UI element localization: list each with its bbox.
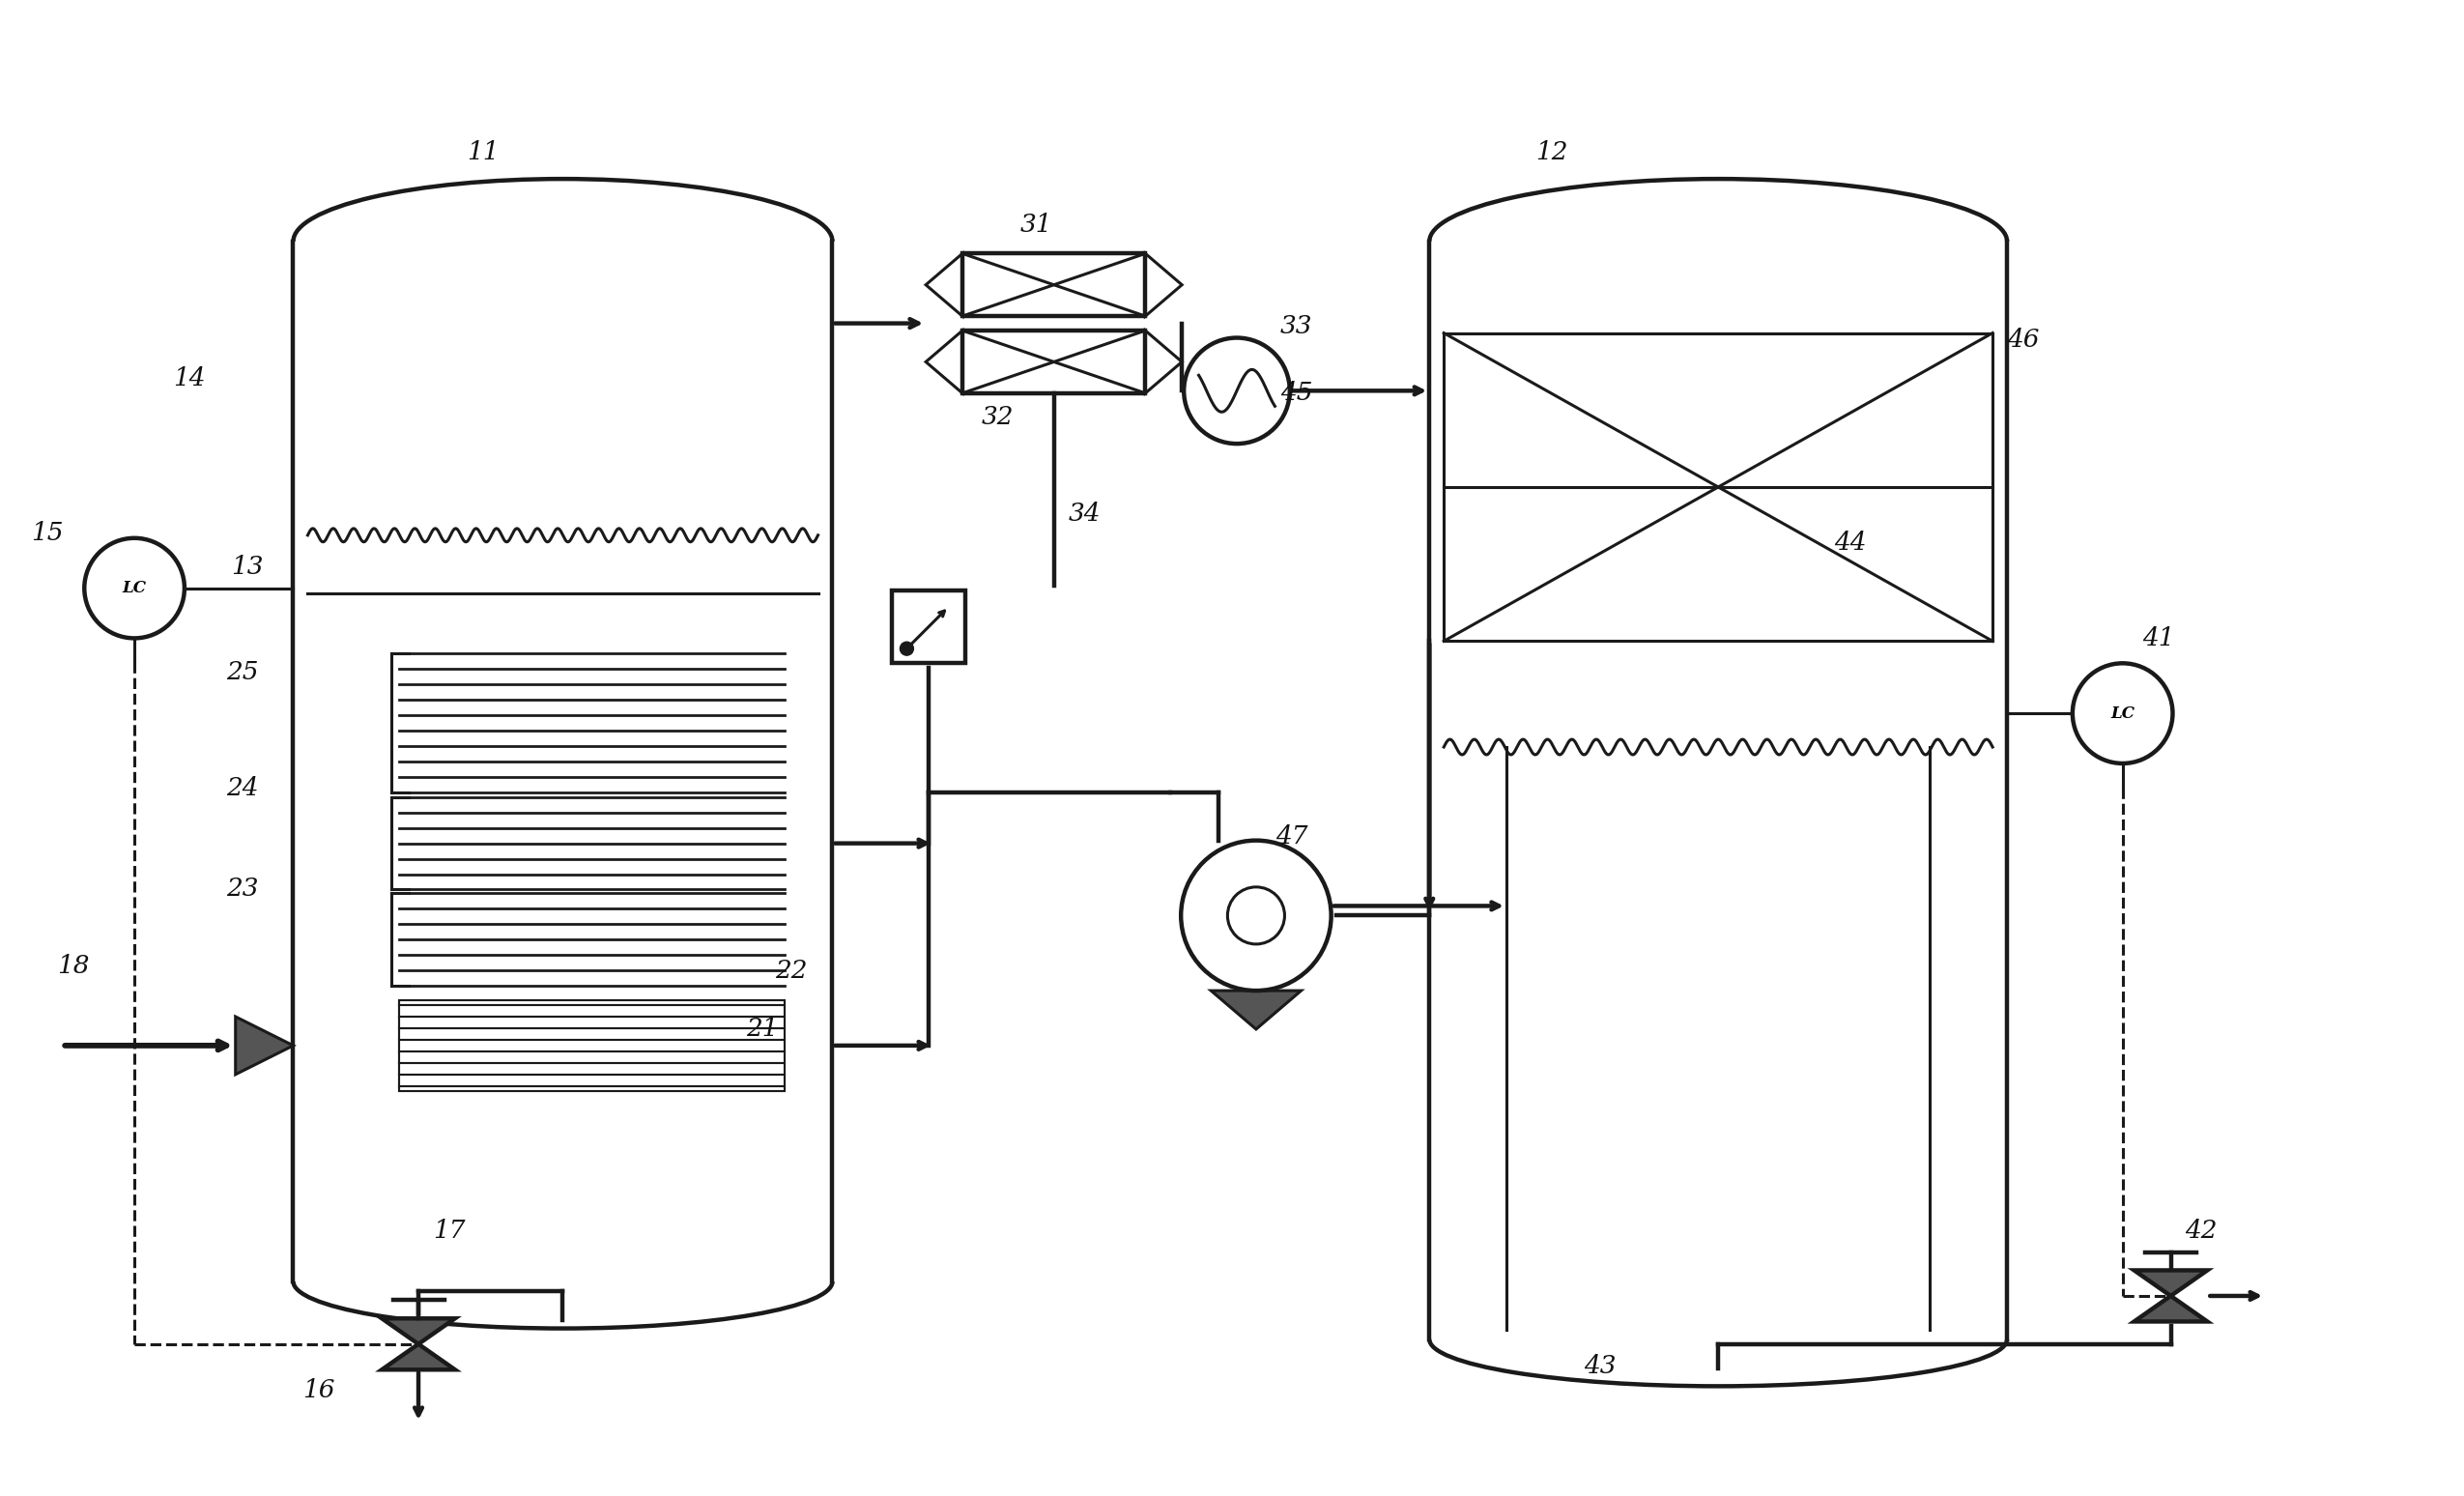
Text: 43: 43 [1584,1354,1616,1378]
Text: 16: 16 [303,1378,335,1402]
Text: 21: 21 [747,1017,779,1041]
Polygon shape [2134,1270,2208,1296]
Text: 14: 14 [172,367,205,390]
Text: LC: LC [123,580,145,597]
Polygon shape [1146,253,1183,316]
Text: 22: 22 [774,959,808,983]
Text: 45: 45 [1281,381,1313,405]
Bar [892,589,966,663]
Circle shape [2072,663,2173,763]
Text: 47: 47 [1276,824,1308,848]
Text: 31: 31 [1020,212,1052,236]
Text: LC: LC [2112,705,2134,721]
Polygon shape [382,1318,456,1343]
Text: 41: 41 [2141,627,2173,651]
Text: 32: 32 [981,405,1015,429]
Circle shape [1180,841,1331,990]
Text: 11: 11 [466,141,498,165]
Polygon shape [237,1017,293,1074]
Text: 42: 42 [2186,1219,2218,1243]
Bar [399,1001,784,1091]
Polygon shape [1210,990,1301,1029]
Text: 24: 24 [227,776,259,800]
Text: 23: 23 [227,877,259,901]
Polygon shape [2134,1296,2208,1321]
Bar [963,331,1146,393]
Polygon shape [1146,331,1183,393]
Circle shape [1183,338,1289,444]
Text: 13: 13 [232,555,264,579]
Text: 34: 34 [1069,501,1101,525]
Circle shape [899,642,914,655]
Circle shape [84,539,185,639]
Text: 46: 46 [2008,328,2040,352]
Bar [1444,334,1993,642]
Bar [963,253,1146,316]
Text: 12: 12 [1535,141,1567,165]
Polygon shape [382,1343,456,1370]
Text: 25: 25 [227,660,259,685]
Text: 18: 18 [57,954,89,978]
Text: 44: 44 [1833,530,1865,555]
Polygon shape [926,331,963,393]
Text: 15: 15 [32,521,64,545]
Text: 17: 17 [434,1219,466,1243]
Polygon shape [926,253,963,316]
Text: 33: 33 [1281,314,1313,338]
